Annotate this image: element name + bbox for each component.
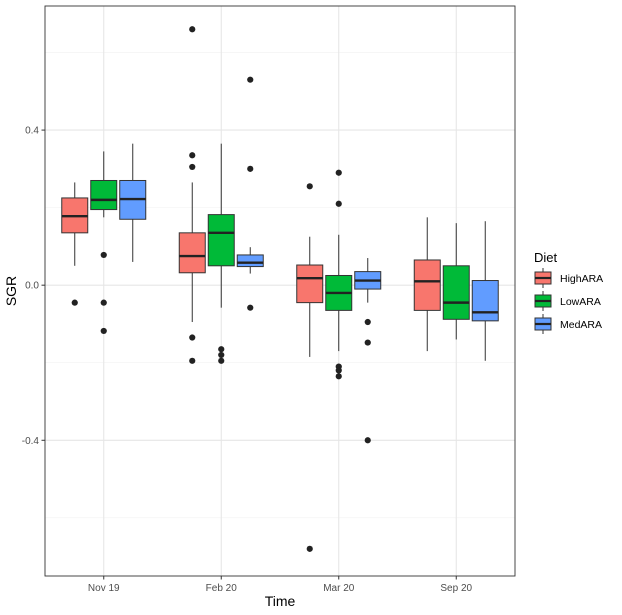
- box-lowara-sep-20: [442, 223, 470, 340]
- box-medara-nov-19: [119, 143, 147, 262]
- legend-item-medara: MedARA: [534, 314, 602, 334]
- outlier-point: [218, 351, 225, 359]
- legend-item-lowara: LowARA: [534, 291, 601, 311]
- box-iqr: [442, 265, 470, 320]
- box-iqr: [90, 179, 118, 211]
- outlier-point: [71, 299, 78, 306]
- box-iqr: [178, 232, 206, 274]
- outlier-point: [247, 76, 254, 83]
- box-highara-mar-20: [296, 183, 324, 552]
- outlier-point: [364, 339, 371, 346]
- box-lowara-nov-19: [90, 151, 118, 335]
- x-tick-label: Sep 20: [440, 583, 472, 594]
- box-iqr: [236, 254, 264, 268]
- outlier-point: [100, 251, 107, 259]
- outlier-point: [306, 545, 313, 552]
- outlier-point: [189, 152, 196, 159]
- outlier-point: [306, 183, 313, 190]
- x-tick-label: Nov 19: [88, 583, 120, 594]
- outlier-point: [247, 165, 254, 172]
- outlier-point: [189, 357, 196, 364]
- outlier-point: [364, 437, 371, 444]
- legend-label: HighARA: [560, 273, 603, 285]
- box-medara-sep-20: [471, 221, 499, 361]
- outlier-point: [335, 367, 342, 374]
- y-tick-label: -0.4: [22, 436, 40, 447]
- outlier-point: [189, 163, 196, 171]
- box-iqr: [413, 259, 441, 311]
- box-medara-mar-20: [354, 258, 382, 444]
- panel-border: [44, 5, 516, 577]
- y-tick-label: 0.0: [25, 281, 39, 292]
- box-lowara-mar-20: [325, 169, 353, 380]
- legend-title: Diet: [534, 250, 558, 265]
- y-tick-label: 0.4: [25, 126, 39, 137]
- y-axis-title: SGR: [3, 276, 19, 306]
- legend: Diet HighARA LowARA MedARA: [534, 250, 603, 334]
- legend-label: MedARA: [560, 319, 602, 331]
- box-iqr: [296, 264, 324, 304]
- box-highara-nov-19: [61, 182, 89, 306]
- legend-label: LowARA: [560, 296, 601, 308]
- box-lowara-feb-20: [207, 143, 235, 364]
- legend-item-highara: HighARA: [534, 268, 603, 288]
- outlier-point: [218, 357, 225, 364]
- x-tick-label: Feb 20: [206, 583, 238, 594]
- outlier-point: [335, 169, 342, 176]
- outlier-point: [247, 304, 254, 311]
- outlier-point: [364, 318, 371, 326]
- box-iqr: [471, 280, 499, 322]
- box-medara-feb-20: [236, 76, 264, 311]
- outlier-point: [335, 373, 342, 380]
- outlier-point: [189, 334, 196, 341]
- outlier-point: [100, 327, 107, 335]
- x-axis-title: Time: [265, 593, 296, 609]
- outlier-point: [100, 299, 107, 306]
- boxes-layer: [61, 26, 499, 552]
- outlier-point: [335, 200, 342, 207]
- plot-panel: [44, 5, 516, 577]
- box-highara-sep-20: [413, 217, 441, 352]
- box-highara-feb-20: [178, 26, 206, 364]
- outlier-point: [189, 26, 196, 33]
- axes: -0.4 0.0 0.4 Nov 19 Feb 20 Mar 20 Sep 20: [22, 126, 473, 594]
- box-iqr: [207, 214, 235, 267]
- x-tick-label: Mar 20: [323, 583, 355, 594]
- outlier-point: [218, 346, 225, 353]
